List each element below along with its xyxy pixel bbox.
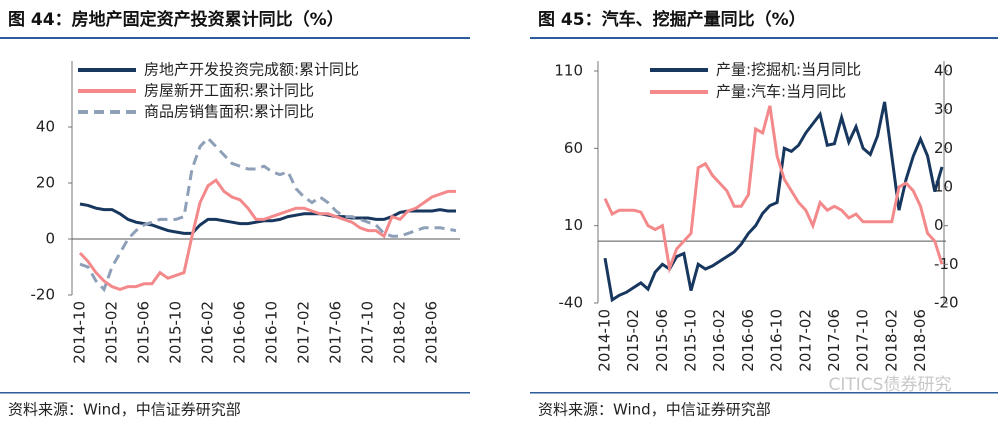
x-tick-label: 2014-10 — [71, 301, 89, 364]
series-line — [603, 101, 944, 303]
y-tick-label: 60 — [564, 139, 583, 157]
chart-title: 图 44：房地产固定资产投资累计同比（%） — [8, 9, 344, 30]
legend-label: 产量:汽车:当月同比 — [716, 83, 846, 101]
series-line — [78, 178, 456, 291]
y-tick-label: -40 — [559, 294, 584, 312]
source: 资料来源：Wind，中信证券研究部 — [8, 401, 241, 419]
source: 资料来源：Wind，中信证券研究部 — [538, 401, 771, 419]
legend-label: 产量:挖掘机:当月同比 — [716, 61, 861, 79]
x-tick-label: 2015-10 — [682, 309, 700, 372]
x-tick-label: 2018-06 — [423, 301, 441, 364]
x-tick-label: 2016-02 — [710, 309, 728, 372]
y-tick-label: 40 — [36, 118, 55, 136]
x-tick-label: 2015-06 — [653, 309, 671, 372]
y-tick-label: 0 — [45, 230, 55, 248]
y-tick-label: 110 — [554, 62, 583, 80]
y2-tick-label: 40 — [934, 62, 953, 80]
watermark: CITICS债券研究 — [829, 375, 952, 395]
y2-tick-label: 0 — [934, 216, 944, 234]
title-rule — [0, 37, 470, 39]
x-tick-label: 2015-06 — [135, 301, 153, 364]
series-line — [603, 105, 944, 274]
x-tick-label: 2015-02 — [103, 301, 121, 364]
y-tick-label: 20 — [36, 174, 55, 192]
x-tick-label: 2017-02 — [796, 309, 814, 372]
chart-title: 图 45：汽车、挖掘产量同比（%） — [538, 9, 806, 30]
footer-rule — [530, 392, 998, 394]
y-tick-label: 10 — [564, 216, 583, 234]
x-tick-label: 2018-06 — [911, 309, 929, 372]
x-tick-label: 2017-06 — [825, 309, 843, 372]
x-tick-label: 2016-02 — [199, 301, 217, 364]
x-tick-label: 2015-10 — [167, 301, 185, 364]
legend-label: 房屋新开工面积:累计同比 — [144, 82, 314, 100]
legend-label: 商品房销售面积:累计同比 — [144, 103, 314, 121]
title-rule — [530, 37, 998, 39]
x-tick-label: 2015-02 — [624, 309, 642, 372]
x-tick-label: 2014-10 — [596, 309, 614, 372]
y2-tick-label: 30 — [934, 100, 953, 118]
x-tick-label: 2016-06 — [739, 309, 757, 372]
x-tick-label: 2018-02 — [882, 309, 900, 372]
x-tick-label: 2016-10 — [263, 301, 281, 364]
x-tick-label: 2016-06 — [231, 301, 249, 364]
x-tick-label: 2017-10 — [359, 301, 377, 364]
y2-tick-label: 20 — [934, 139, 953, 157]
x-tick-label: 2017-02 — [295, 301, 313, 364]
x-tick-label: 2017-06 — [327, 301, 345, 364]
y-tick-label: -20 — [31, 286, 56, 304]
series-line — [79, 136, 457, 293]
x-tick-label: 2018-02 — [391, 301, 409, 364]
legend-label: 房地产开发投资完成额:累计同比 — [144, 61, 359, 79]
x-tick-label: 2016-10 — [768, 309, 786, 372]
footer-rule — [0, 392, 470, 394]
x-tick-label: 2017-10 — [854, 309, 872, 372]
